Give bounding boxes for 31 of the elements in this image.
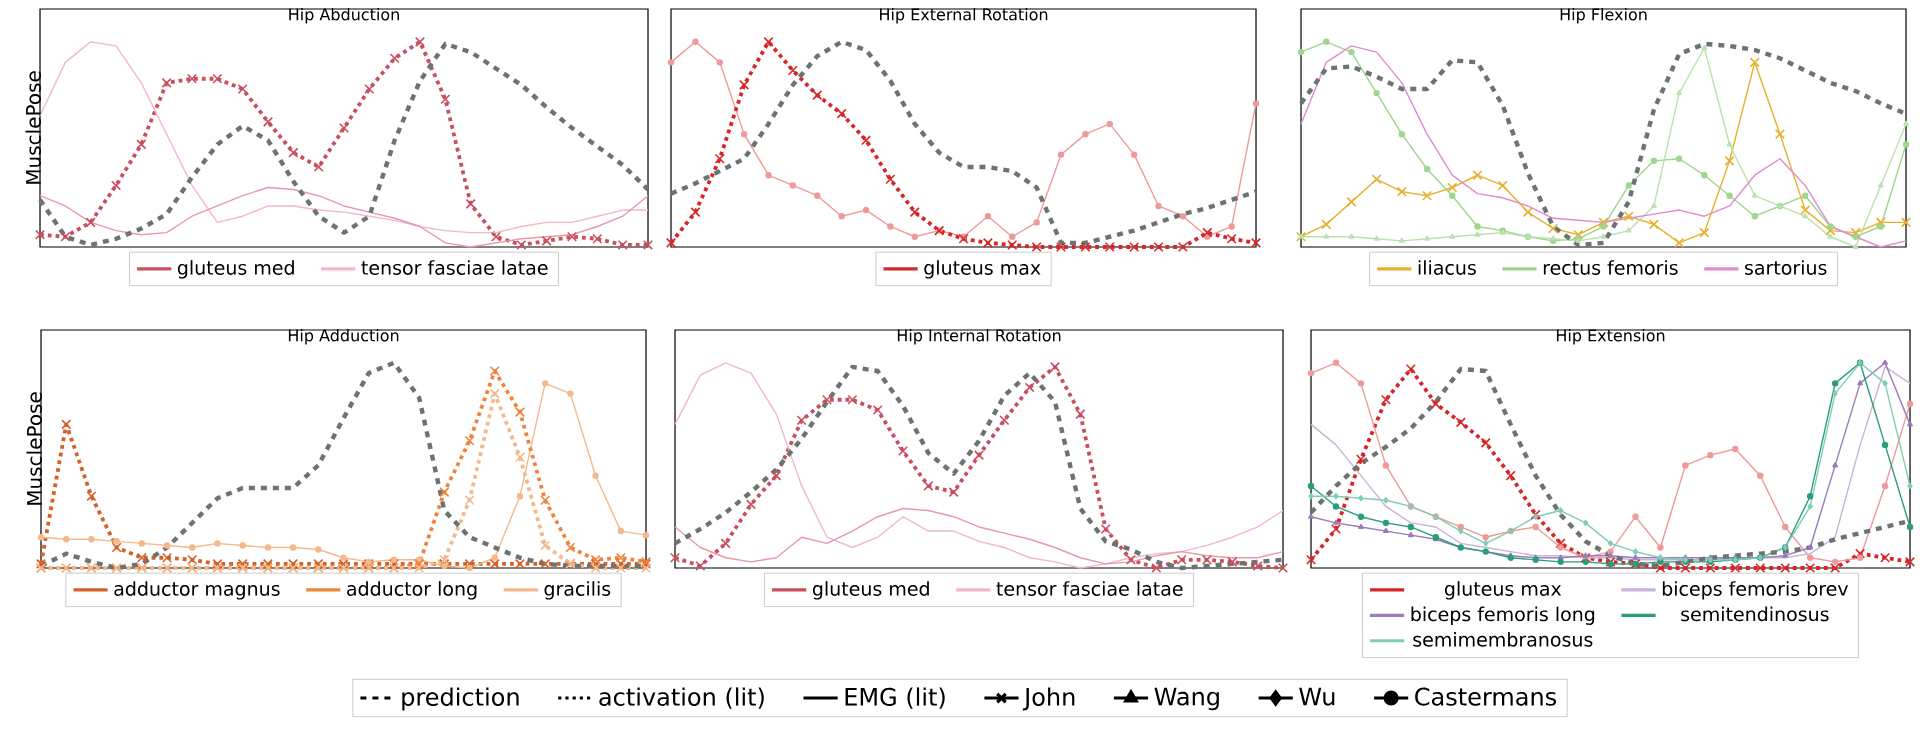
legend-label: EMG (lit) bbox=[845, 687, 945, 709]
legend-label: biceps femoris long bbox=[1411, 606, 1595, 625]
legend-label: adductor magnus bbox=[114, 581, 280, 600]
legend-label: tensor fasciae latae bbox=[996, 581, 1183, 596]
legend-label: gluteus max bbox=[1444, 581, 1562, 600]
legend-label: sartorius bbox=[1745, 260, 1827, 275]
legend-label: Castermans bbox=[1415, 687, 1556, 706]
legend-label: semimembranosus bbox=[1413, 632, 1593, 647]
legend-label: tensor fasciae latae bbox=[361, 260, 548, 275]
chart-title: Hip External Rotation bbox=[880, 8, 1048, 24]
y-axis-title: MusclePose bbox=[25, 71, 41, 184]
legend-label: semitendinosus bbox=[1681, 606, 1829, 622]
legend-label: rectus femoris bbox=[1543, 260, 1678, 275]
legend-label: gluteus max bbox=[924, 260, 1041, 279]
legend-label: gluteus med bbox=[812, 581, 929, 600]
legend-label: activation (lit) bbox=[599, 687, 764, 709]
legend-label: gluteus med bbox=[177, 260, 294, 279]
chart-title: Hip Internal Rotation bbox=[897, 329, 1061, 345]
chart-title: Hip Extension bbox=[1556, 329, 1665, 345]
legend-label: iliacus bbox=[1418, 260, 1476, 275]
legend-label: adductor long bbox=[347, 581, 477, 600]
legend-label: John bbox=[1022, 687, 1075, 711]
legend-label: Wu bbox=[1299, 687, 1335, 706]
legend-label: biceps femoris brev bbox=[1662, 581, 1849, 600]
y-axis-title: MusclePose bbox=[26, 392, 42, 505]
legend-label: Wang bbox=[1154, 687, 1219, 711]
legend-label: gracilis bbox=[544, 581, 611, 600]
chart-title: Hip Abduction bbox=[289, 8, 399, 24]
legend-label: prediction bbox=[402, 687, 519, 711]
chart-title: Hip Flexion bbox=[1560, 8, 1647, 24]
chart-title: Hip Adduction bbox=[288, 329, 399, 345]
